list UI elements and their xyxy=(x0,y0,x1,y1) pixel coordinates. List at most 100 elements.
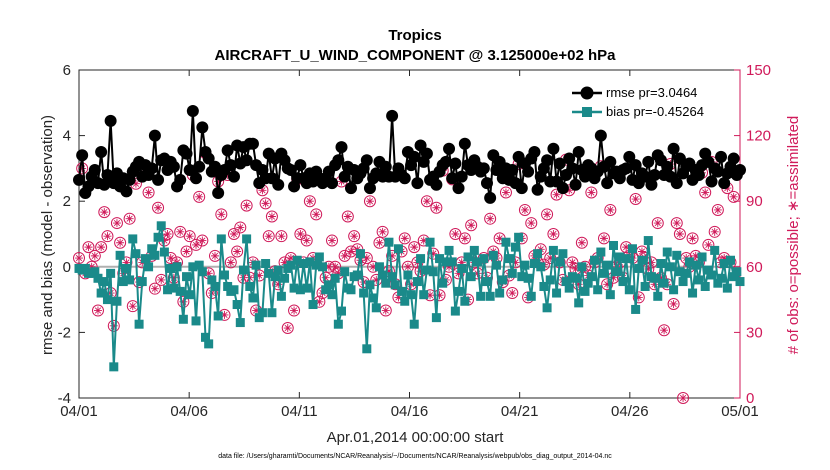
bias-point xyxy=(242,234,252,244)
obs-possible-marker xyxy=(670,217,683,230)
rmse-point xyxy=(449,157,462,170)
bias-point xyxy=(163,285,173,295)
obs-assimilated-marker xyxy=(324,262,333,271)
bias-point xyxy=(435,254,445,264)
obs-assimilated-marker xyxy=(305,197,314,206)
obs-marker xyxy=(651,217,664,230)
rmse-point xyxy=(284,164,297,177)
bias-point xyxy=(210,281,220,291)
obs-possible-marker xyxy=(259,197,272,210)
bias-point xyxy=(99,277,109,287)
obs-assimilated-marker xyxy=(280,258,289,267)
bias-point xyxy=(397,286,407,296)
obs-marker xyxy=(518,203,531,216)
obs-assimilated-marker xyxy=(340,251,349,260)
bias-point xyxy=(634,263,644,273)
bias-point xyxy=(251,260,261,270)
bias-point xyxy=(716,273,726,283)
obs-assimilated-marker xyxy=(571,264,580,273)
bias-point xyxy=(710,245,720,255)
obs-possible-marker xyxy=(288,304,301,317)
bias-point xyxy=(340,267,350,277)
obs-marker xyxy=(155,273,168,286)
rmse-point xyxy=(443,142,456,155)
obs-marker xyxy=(329,260,342,273)
bias-point xyxy=(726,255,736,265)
obs-possible-marker xyxy=(300,234,313,247)
bias-point xyxy=(368,293,378,303)
bias-point xyxy=(235,318,245,328)
obs-assimilated-marker xyxy=(112,219,121,228)
obs-assimilated-marker xyxy=(75,254,83,263)
obs-assimilated-marker xyxy=(543,210,552,219)
rmse-point xyxy=(579,170,592,183)
bias-point xyxy=(577,262,587,272)
bias-point xyxy=(245,281,255,291)
obs-marker xyxy=(427,247,440,260)
obs-assimilated-marker xyxy=(691,251,700,260)
bias-point xyxy=(675,267,685,277)
rmse-point xyxy=(594,129,607,142)
bias-point xyxy=(665,262,675,272)
obs-marker xyxy=(193,190,206,203)
bias-point xyxy=(365,280,375,290)
x-axis-label: Apr.01,2014 00:00:00 start xyxy=(327,429,505,446)
bias-point xyxy=(640,281,650,291)
x-tick-label: 04/01 xyxy=(60,403,98,420)
obs-assimilated-marker xyxy=(473,269,482,278)
bias-point xyxy=(125,275,135,285)
obs-marker xyxy=(484,212,497,225)
rmse-point xyxy=(246,137,259,150)
bias-point xyxy=(286,260,296,270)
obs-marker xyxy=(234,221,247,234)
bias-point xyxy=(359,288,369,298)
obs-assimilated-marker xyxy=(154,203,163,212)
obs-assimilated-marker xyxy=(103,232,112,241)
bias-point xyxy=(159,247,169,257)
rmse-point xyxy=(145,162,158,175)
x-tick-label: 04/21 xyxy=(501,403,539,420)
rmse-point xyxy=(480,177,493,190)
obs-assimilated-marker xyxy=(258,186,267,195)
bias-point xyxy=(672,250,682,260)
bias-point xyxy=(536,262,546,272)
obs-assimilated-marker xyxy=(365,197,374,206)
obs-possible-marker xyxy=(123,212,136,225)
rmse-point xyxy=(430,178,443,191)
bias-point xyxy=(128,234,138,244)
obs-possible-marker xyxy=(667,297,680,310)
rmse-point xyxy=(569,178,582,191)
rmse-point xyxy=(629,159,642,172)
bias-point xyxy=(384,237,394,247)
obs-marker xyxy=(114,236,127,249)
bias-point xyxy=(662,247,672,257)
rmse-point xyxy=(73,173,85,186)
bias-point xyxy=(552,288,562,298)
obs-possible-marker xyxy=(629,193,642,206)
rmse-point xyxy=(620,162,633,175)
bias-point xyxy=(292,255,302,265)
obs-possible-marker xyxy=(341,210,354,223)
bias-point xyxy=(681,268,691,278)
rmse-point xyxy=(553,157,566,170)
obs-marker xyxy=(566,256,579,269)
obs-possible-marker xyxy=(107,319,120,332)
obs-assimilated-marker xyxy=(229,230,238,238)
y-tick-label: 2 xyxy=(63,193,71,210)
bias-point xyxy=(406,290,416,300)
x-tick-label: 05/01 xyxy=(721,403,759,420)
obs-assimilated-marker xyxy=(290,306,299,315)
rmse-point xyxy=(601,177,614,190)
data-file-footnote: data file: /Users/gharamti/Documents/NCA… xyxy=(218,453,612,460)
obs-marker xyxy=(190,238,203,251)
rmse-point xyxy=(183,164,196,177)
bias-point xyxy=(574,298,584,308)
rmse-point xyxy=(335,141,348,154)
obs-marker xyxy=(667,297,680,310)
obs-assimilated-marker xyxy=(675,230,684,238)
rmse-point xyxy=(414,139,427,152)
bias-point xyxy=(409,319,419,329)
obs-marker xyxy=(430,201,443,214)
bias-point xyxy=(463,252,473,262)
bias-point xyxy=(299,259,309,269)
